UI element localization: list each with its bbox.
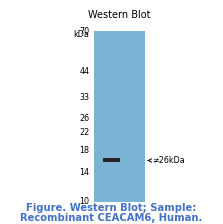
Text: 70: 70 [79,27,89,36]
Text: 44: 44 [79,67,89,76]
Text: Western Blot: Western Blot [88,10,151,20]
Text: 33: 33 [79,93,89,102]
Text: Recombinant CEACAM6, Human.: Recombinant CEACAM6, Human. [20,213,203,223]
Text: ≠26kDa: ≠26kDa [148,156,184,165]
Text: 10: 10 [79,197,89,206]
Bar [94,31,145,202]
Text: 26: 26 [79,114,89,123]
Text: Figure. Western Blot; Sample:: Figure. Western Blot; Sample: [26,203,197,213]
Text: 22: 22 [79,128,89,137]
Text: 18: 18 [79,146,89,155]
Text: 14: 14 [79,168,89,177]
Bar [103,158,120,162]
Text: kDa: kDa [73,30,89,39]
